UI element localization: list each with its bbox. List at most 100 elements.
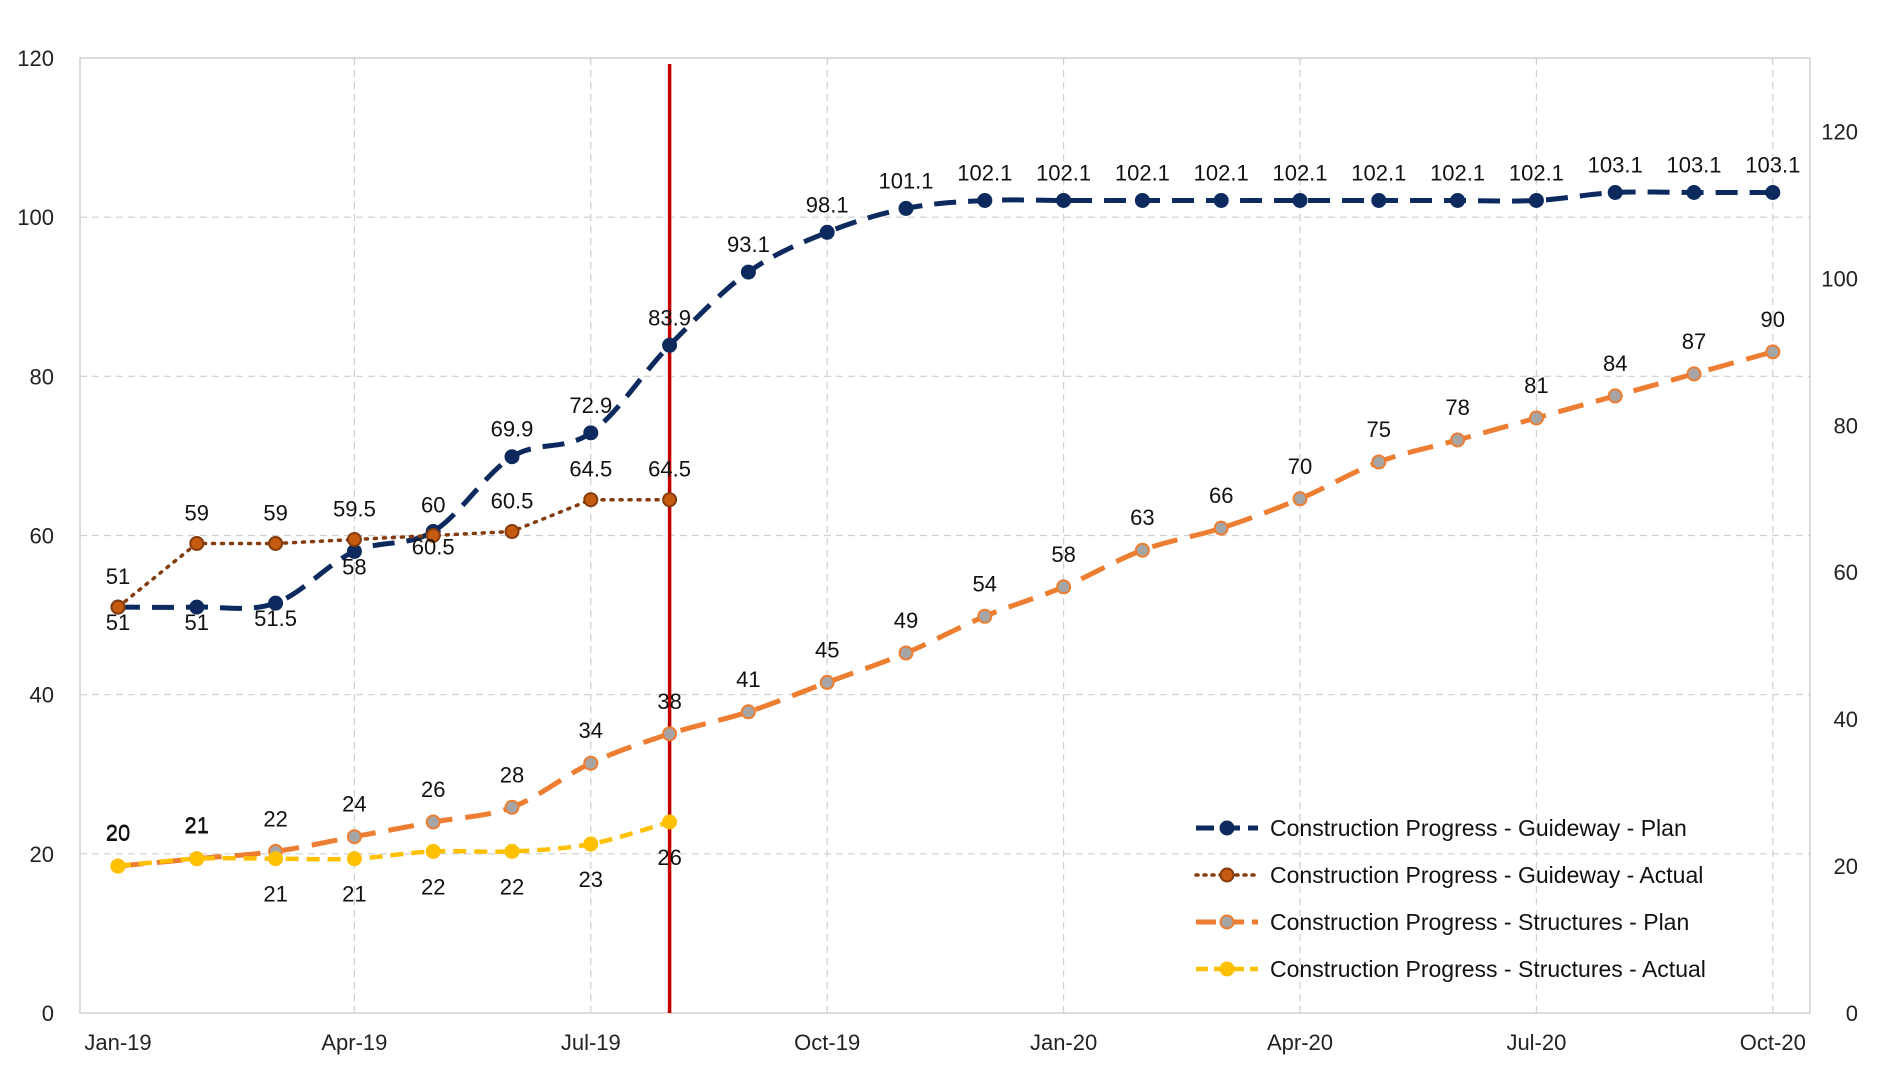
data-point <box>819 224 835 240</box>
data-point <box>268 595 284 611</box>
data-point <box>189 535 205 551</box>
data-label: 59.5 <box>333 496 376 521</box>
data-label: 72.9 <box>569 393 612 418</box>
x-tick-label: Jan-20 <box>1030 1030 1097 1055</box>
data-point <box>504 799 520 815</box>
series-line <box>116 497 672 609</box>
data-point <box>346 531 362 547</box>
data-point <box>1292 491 1308 507</box>
y-left-tick-label: 60 <box>30 524 54 549</box>
data-label: 24 <box>342 792 366 817</box>
legend-label: Construction Progress - Guideway - Actua… <box>1270 862 1703 888</box>
data-label: 93.1 <box>727 232 770 257</box>
data-label: 45 <box>815 637 839 662</box>
x-tick-label: Apr-19 <box>321 1030 387 1055</box>
data-label: 84 <box>1603 351 1627 376</box>
data-point <box>662 726 678 742</box>
data-label: 69.9 <box>491 417 534 442</box>
data-label: 58 <box>1051 542 1075 567</box>
data-point <box>1607 184 1623 200</box>
data-label: 20 <box>106 820 130 845</box>
y-right-tick-label: 40 <box>1834 707 1858 732</box>
data-label: 102.1 <box>1351 160 1406 185</box>
data-label: 64.5 <box>648 457 691 482</box>
data-point <box>504 843 520 859</box>
legend-swatch-marker <box>1219 820 1235 836</box>
data-label: 78 <box>1445 395 1469 420</box>
data-point <box>1371 192 1387 208</box>
data-label: 22 <box>421 874 445 899</box>
series-layer <box>110 64 1781 1013</box>
data-label: 75 <box>1367 417 1391 442</box>
data-point <box>504 449 520 465</box>
y-right-tick-label: 20 <box>1834 854 1858 879</box>
data-label: 51 <box>106 564 130 589</box>
y-left-tick-label: 120 <box>17 46 54 71</box>
data-label: 38 <box>657 689 681 714</box>
data-label: 83.9 <box>648 305 691 330</box>
y-left-tick-label: 20 <box>30 842 54 867</box>
data-point <box>977 608 993 624</box>
data-point <box>425 843 441 859</box>
data-point <box>346 829 362 845</box>
data-point <box>504 524 520 540</box>
data-label: 102.1 <box>1036 160 1091 185</box>
data-label: 28 <box>500 762 524 787</box>
y-left-tick-label: 100 <box>17 205 54 230</box>
data-point <box>1686 366 1702 382</box>
legend-label: Construction Progress - Structures - Pla… <box>1270 909 1689 935</box>
data-point <box>662 492 678 508</box>
data-label: 102.1 <box>957 160 1012 185</box>
data-point <box>583 755 599 771</box>
data-label: 59 <box>263 500 287 525</box>
data-point <box>1450 192 1466 208</box>
data-point <box>1528 192 1544 208</box>
data-point <box>1450 432 1466 448</box>
data-point <box>1371 454 1387 470</box>
data-label: 60.5 <box>412 535 455 560</box>
data-label: 22 <box>500 874 524 899</box>
x-tick-label: Oct-20 <box>1740 1030 1806 1055</box>
y-right-tick-label: 120 <box>1821 119 1858 144</box>
data-point <box>1134 192 1150 208</box>
x-tick-label: Jul-20 <box>1506 1030 1566 1055</box>
data-point <box>110 858 126 874</box>
legend-label: Construction Progress - Guideway - Plan <box>1270 815 1687 841</box>
x-tick-label: Oct-19 <box>794 1030 860 1055</box>
data-label: 22 <box>263 806 287 831</box>
data-point <box>268 851 284 867</box>
y-left-tick-label: 80 <box>30 364 54 389</box>
data-point <box>1765 184 1781 200</box>
data-label: 70 <box>1288 454 1312 479</box>
data-point <box>977 192 993 208</box>
data-point <box>898 645 914 661</box>
data-label: 102.1 <box>1430 160 1485 185</box>
data-point <box>583 492 599 508</box>
data-label: 101.1 <box>878 168 933 193</box>
data-label: 87 <box>1682 329 1706 354</box>
data-label: 21 <box>342 882 366 907</box>
data-label: 98.1 <box>806 192 849 217</box>
data-label: 60.5 <box>491 489 534 514</box>
data-point <box>1056 192 1072 208</box>
data-point <box>1213 192 1229 208</box>
data-point <box>268 535 284 551</box>
data-point <box>662 337 678 353</box>
data-label: 64.5 <box>569 457 612 482</box>
data-label: 102.1 <box>1509 160 1564 185</box>
x-tick-label: Jul-19 <box>561 1030 621 1055</box>
y-right-tick-label: 80 <box>1834 413 1858 438</box>
x-tick-label: Apr-20 <box>1267 1030 1333 1055</box>
legend: Construction Progress - Guideway - Plan C… <box>1194 815 1706 982</box>
y-left-tick-label: 40 <box>30 683 54 708</box>
data-label: 20 <box>106 821 130 846</box>
data-point <box>1528 410 1544 426</box>
data-label: 41 <box>736 667 760 692</box>
data-label: 51 <box>185 610 209 635</box>
data-label: 54 <box>973 571 997 596</box>
data-label: 51 <box>106 610 130 635</box>
data-point <box>898 200 914 216</box>
